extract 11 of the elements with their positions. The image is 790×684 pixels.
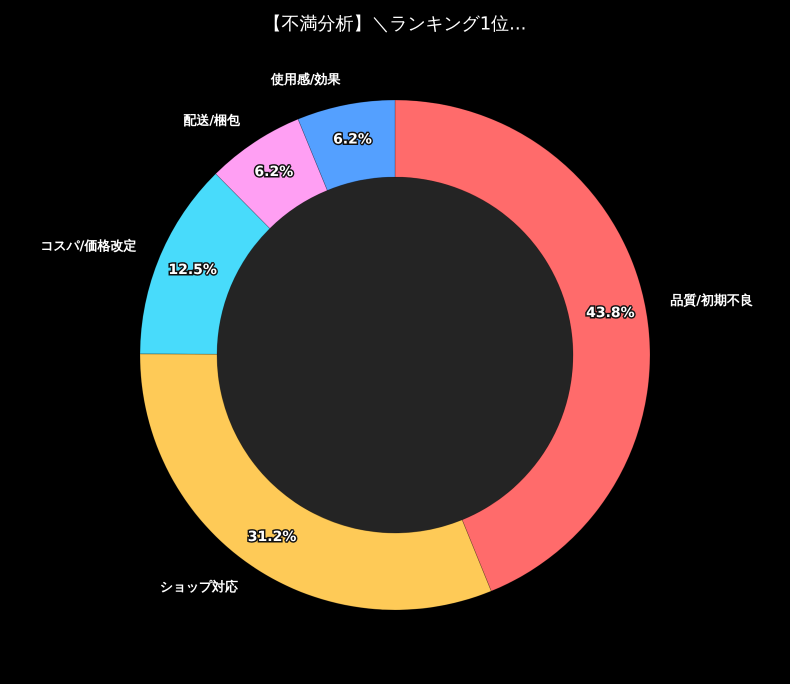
chart-title: 【不満分析】＼ランキング1位... [264, 14, 526, 34]
data-label: 31.2% [248, 528, 296, 545]
slice-label: ショップ対応 [160, 578, 238, 595]
slice-label: コスパ/価格改定 [40, 238, 136, 254]
data-label: 6.2% [333, 132, 372, 148]
slice-label: 使用感/効果 [270, 71, 342, 88]
data-label: 43.8% [586, 304, 635, 321]
data-label: 6.2% [254, 164, 294, 180]
data-label: 12.5% [168, 262, 217, 278]
slice-label: 品質/初期不良 [670, 292, 754, 309]
slice-label: 配送/梱包 [183, 114, 242, 129]
